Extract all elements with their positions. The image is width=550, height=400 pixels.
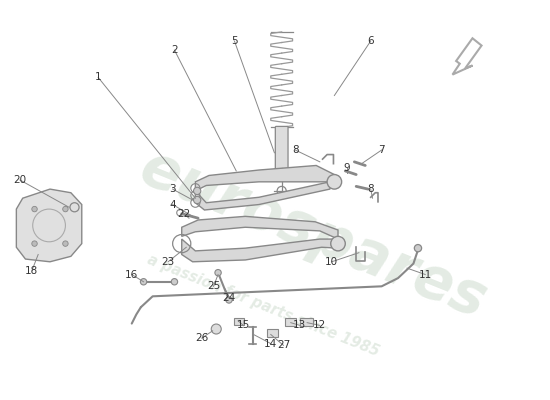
Circle shape xyxy=(63,241,68,246)
FancyBboxPatch shape xyxy=(276,126,288,169)
Text: a passion for parts since 1985: a passion for parts since 1985 xyxy=(145,252,382,359)
Text: 3: 3 xyxy=(169,184,176,194)
Circle shape xyxy=(327,174,342,189)
Circle shape xyxy=(140,278,147,285)
Text: 2: 2 xyxy=(171,45,178,55)
FancyBboxPatch shape xyxy=(300,318,312,326)
Text: 9: 9 xyxy=(344,163,350,173)
FancyBboxPatch shape xyxy=(267,329,278,337)
Text: 14: 14 xyxy=(264,338,277,348)
Polygon shape xyxy=(16,189,82,262)
Text: 13: 13 xyxy=(293,320,306,330)
Text: 22: 22 xyxy=(177,209,190,219)
Text: 1: 1 xyxy=(95,72,101,82)
Circle shape xyxy=(215,270,221,276)
Text: 16: 16 xyxy=(125,270,139,280)
Text: 11: 11 xyxy=(419,270,432,280)
Circle shape xyxy=(211,324,221,334)
Circle shape xyxy=(331,236,345,251)
Text: 8: 8 xyxy=(292,145,299,155)
Text: 26: 26 xyxy=(195,333,208,343)
Text: 8: 8 xyxy=(367,184,374,194)
Text: 6: 6 xyxy=(367,36,374,46)
Circle shape xyxy=(194,196,201,204)
FancyBboxPatch shape xyxy=(234,318,244,325)
Text: 20: 20 xyxy=(13,175,26,185)
Text: eurospares: eurospares xyxy=(132,139,495,330)
Polygon shape xyxy=(182,216,338,239)
Circle shape xyxy=(226,297,232,303)
Text: 23: 23 xyxy=(162,257,175,267)
Text: 25: 25 xyxy=(207,281,220,291)
Text: 10: 10 xyxy=(325,257,338,267)
Text: 12: 12 xyxy=(313,320,327,330)
Text: 27: 27 xyxy=(277,340,290,350)
Circle shape xyxy=(32,241,37,246)
Circle shape xyxy=(32,206,37,212)
FancyBboxPatch shape xyxy=(285,318,296,326)
Circle shape xyxy=(194,187,201,194)
Text: 7: 7 xyxy=(378,145,385,155)
Text: 24: 24 xyxy=(222,293,235,303)
Circle shape xyxy=(171,278,178,285)
Circle shape xyxy=(414,244,422,252)
Text: 15: 15 xyxy=(237,320,250,330)
Polygon shape xyxy=(195,166,334,191)
Text: 18: 18 xyxy=(25,266,39,276)
Text: 5: 5 xyxy=(231,36,238,46)
Text: 4: 4 xyxy=(169,200,176,210)
Polygon shape xyxy=(182,239,338,262)
Circle shape xyxy=(63,206,68,212)
Polygon shape xyxy=(195,174,334,210)
